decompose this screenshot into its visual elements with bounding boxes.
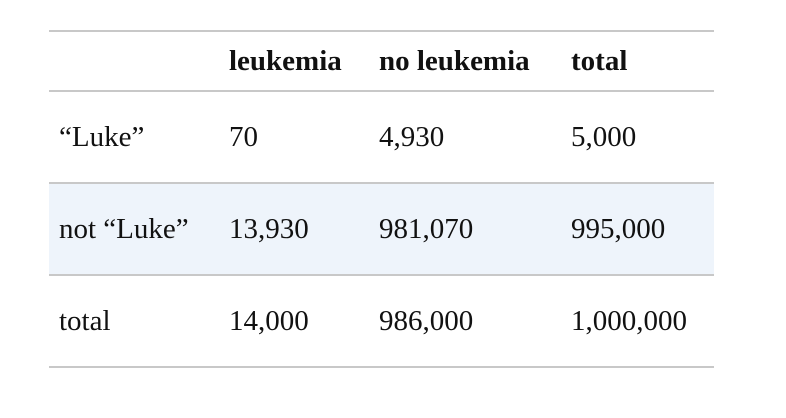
table-cell: 5,000 — [571, 120, 637, 153]
table-row: “Luke” 70 4,930 5,000 — [49, 91, 714, 183]
table-container: leukemia no leukemia total “Luke” 70 4,9… — [49, 30, 714, 368]
table-cell: 995,000 — [571, 212, 666, 245]
table-cell: 4,930 — [379, 120, 445, 153]
header-cell-empty — [49, 31, 219, 91]
row-label: not “Luke” — [59, 212, 189, 245]
table-row: total 14,000 986,000 1,000,000 — [49, 275, 714, 367]
table-cell: 14,000 — [229, 304, 309, 337]
header-cell-no-leukemia: no leukemia — [379, 44, 530, 77]
table-row: not “Luke” 13,930 981,070 995,000 — [49, 183, 714, 275]
header-cell-leukemia: leukemia — [229, 44, 342, 77]
table-cell: 981,070 — [379, 212, 474, 245]
table-body: “Luke” 70 4,930 5,000 not “Luke” 13,930 … — [49, 91, 714, 367]
row-label: “Luke” — [59, 120, 145, 153]
contingency-table: leukemia no leukemia total “Luke” 70 4,9… — [49, 30, 714, 368]
table-cell: 13,930 — [229, 212, 309, 245]
table-cell: 986,000 — [379, 304, 474, 337]
table-cell: 1,000,000 — [571, 304, 687, 337]
table-cell: 70 — [229, 120, 258, 153]
header-cell-total: total — [571, 44, 628, 77]
row-label: total — [59, 304, 111, 337]
table-header: leukemia no leukemia total — [49, 31, 714, 91]
header-row: leukemia no leukemia total — [49, 31, 714, 91]
